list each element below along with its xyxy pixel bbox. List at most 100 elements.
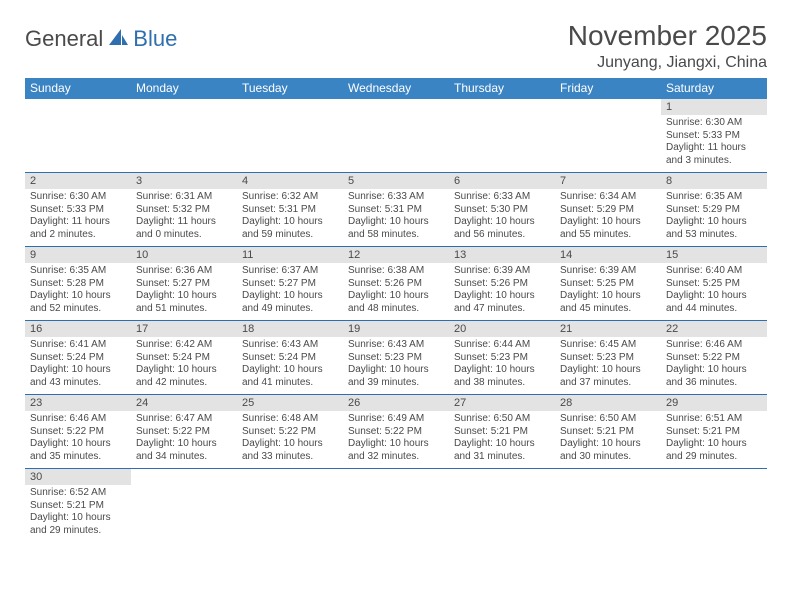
day-line: and 35 minutes. [30,451,126,464]
day-content: Sunrise: 6:36 AMSunset: 5:27 PMDaylight:… [131,263,237,317]
day-line: Sunset: 5:22 PM [136,426,232,439]
day-line: and 47 minutes. [454,303,550,316]
day-line: and 49 minutes. [242,303,338,316]
calendar-cell: 25 Sunrise: 6:48 AMSunset: 5:22 PMDayligh… [237,395,343,469]
day-number: 23 [25,395,131,411]
calendar-cell [449,469,555,543]
logo-text-general: General [25,26,103,52]
day-line: Sunrise: 6:35 AM [30,265,126,278]
day-number: 16 [25,321,131,337]
calendar-cell: 13Sunrise: 6:39 AMSunset: 5:26 PMDayligh… [449,247,555,321]
day-line: Sunset: 5:21 PM [666,426,762,439]
day-line: Sunset: 5:26 PM [454,278,550,291]
calendar-cell: 2Sunrise: 6:30 AMSunset: 5:33 PMDaylight… [25,173,131,247]
day-line: Daylight: 10 hours [30,512,126,525]
day-line: Daylight: 10 hours [348,290,444,303]
title-block: November 2025 Junyang, Jiangxi, China [568,20,767,72]
day-line: Sunset: 5:22 PM [242,426,338,439]
day-content: Sunrise: 6:46 AMSunset: 5:22 PMDaylight:… [661,337,767,391]
day-line: Sunrise: 6:44 AM [454,339,550,352]
weekday-header: Monday [131,78,237,99]
day-line: and 59 minutes. [242,229,338,242]
day-number: 2 [25,173,131,189]
calendar-cell: 14Sunrise: 6:39 AMSunset: 5:25 PMDayligh… [555,247,661,321]
day-line: Daylight: 10 hours [666,290,762,303]
day-line: Sunrise: 6:34 AM [560,191,656,204]
calendar-cell [131,469,237,543]
calendar-cell [661,469,767,543]
day-line: Sunrise: 6:48 AM [242,413,338,426]
day-line: Daylight: 10 hours [136,290,232,303]
day-line: Sunset: 5:30 PM [454,204,550,217]
day-number: 14 [555,247,661,263]
day-content: Sunrise: 6:34 AMSunset: 5:29 PMDaylight:… [555,189,661,243]
day-number: 25 [237,395,343,411]
day-line: and 31 minutes. [454,451,550,464]
day-line: Sunset: 5:33 PM [30,204,126,217]
logo-text-blue: Blue [133,26,177,52]
day-content: Sunrise: 6:39 AMSunset: 5:25 PMDaylight:… [555,263,661,317]
calendar-cell: 7Sunrise: 6:34 AMSunset: 5:29 PMDaylight… [555,173,661,247]
day-number: 29 [661,395,767,411]
calendar-week-row: 23Sunrise: 6:46 AMSunset: 5:22 PMDayligh… [25,395,767,469]
day-number: 5 [343,173,449,189]
day-line: Sunrise: 6:39 AM [560,265,656,278]
day-line: and 30 minutes. [560,451,656,464]
day-content: Sunrise: 6:39 AMSunset: 5:26 PMDaylight:… [449,263,555,317]
day-content: Sunrise: 6:37 AMSunset: 5:27 PMDaylight:… [237,263,343,317]
logo: General Blue [25,26,177,52]
day-content: Sunrise: 6:45 AMSunset: 5:23 PMDaylight:… [555,337,661,391]
day-line: Daylight: 10 hours [242,438,338,451]
day-line: Sunset: 5:27 PM [136,278,232,291]
day-line: Sunset: 5:29 PM [666,204,762,217]
day-content: Sunrise: 6:43 AMSunset: 5:23 PMDaylight:… [343,337,449,391]
day-line: Sunrise: 6:33 AM [348,191,444,204]
month-title: November 2025 [568,20,767,52]
day-line: Daylight: 10 hours [454,438,550,451]
day-line: Sunset: 5:21 PM [454,426,550,439]
day-content: Sunrise: 6:32 AMSunset: 5:31 PMDaylight:… [237,189,343,243]
day-number: 28 [555,395,661,411]
day-line: Sunset: 5:24 PM [136,352,232,365]
day-line: Sunrise: 6:30 AM [30,191,126,204]
day-line: Daylight: 10 hours [136,438,232,451]
calendar-cell: 17Sunrise: 6:42 AMSunset: 5:24 PMDayligh… [131,321,237,395]
day-line: and 3 minutes. [666,155,762,168]
day-line: Sunrise: 6:43 AM [242,339,338,352]
calendar-cell [555,469,661,543]
day-content: Sunrise: 6:35 AMSunset: 5:29 PMDaylight:… [661,189,767,243]
day-number: 3 [131,173,237,189]
day-line: Daylight: 10 hours [560,438,656,451]
day-line: Sunset: 5:31 PM [242,204,338,217]
day-line: Sunset: 5:25 PM [666,278,762,291]
day-line: and 52 minutes. [30,303,126,316]
day-line: Daylight: 11 hours [666,142,762,155]
day-number: 20 [449,321,555,337]
day-content: Sunrise: 6:52 AMSunset: 5:21 PMDaylight:… [25,485,131,539]
calendar-cell [237,99,343,173]
day-line: and 42 minutes. [136,377,232,390]
calendar-cell: 26Sunrise: 6:49 AMSunset: 5:22 PMDayligh… [343,395,449,469]
day-line: Daylight: 10 hours [242,216,338,229]
day-line: Daylight: 10 hours [348,364,444,377]
day-line: Sunset: 5:22 PM [348,426,444,439]
day-number: 8 [661,173,767,189]
day-number: 30 [25,469,131,485]
calendar-week-row: 30Sunrise: 6:52 AMSunset: 5:21 PMDayligh… [25,469,767,543]
day-line: Sunrise: 6:41 AM [30,339,126,352]
day-line: Sunset: 5:22 PM [666,352,762,365]
calendar-cell: 5Sunrise: 6:33 AMSunset: 5:31 PMDaylight… [343,173,449,247]
day-content: Sunrise: 6:40 AMSunset: 5:25 PMDaylight:… [661,263,767,317]
day-line: Sunrise: 6:40 AM [666,265,762,278]
weekday-header: Friday [555,78,661,99]
calendar-table: Sunday Monday Tuesday Wednesday Thursday… [25,78,767,543]
day-line: and 41 minutes. [242,377,338,390]
calendar-cell: 23Sunrise: 6:46 AMSunset: 5:22 PMDayligh… [25,395,131,469]
day-content: Sunrise: 6:33 AMSunset: 5:30 PMDaylight:… [449,189,555,243]
day-line: and 36 minutes. [666,377,762,390]
day-number: 13 [449,247,555,263]
weekday-header-row: Sunday Monday Tuesday Wednesday Thursday… [25,78,767,99]
day-content: Sunrise: 6:30 AMSunset: 5:33 PMDaylight:… [661,115,767,169]
calendar-cell: 3Sunrise: 6:31 AMSunset: 5:32 PMDaylight… [131,173,237,247]
calendar-week-row: 1Sunrise: 6:30 AMSunset: 5:33 PMDaylight… [25,99,767,173]
